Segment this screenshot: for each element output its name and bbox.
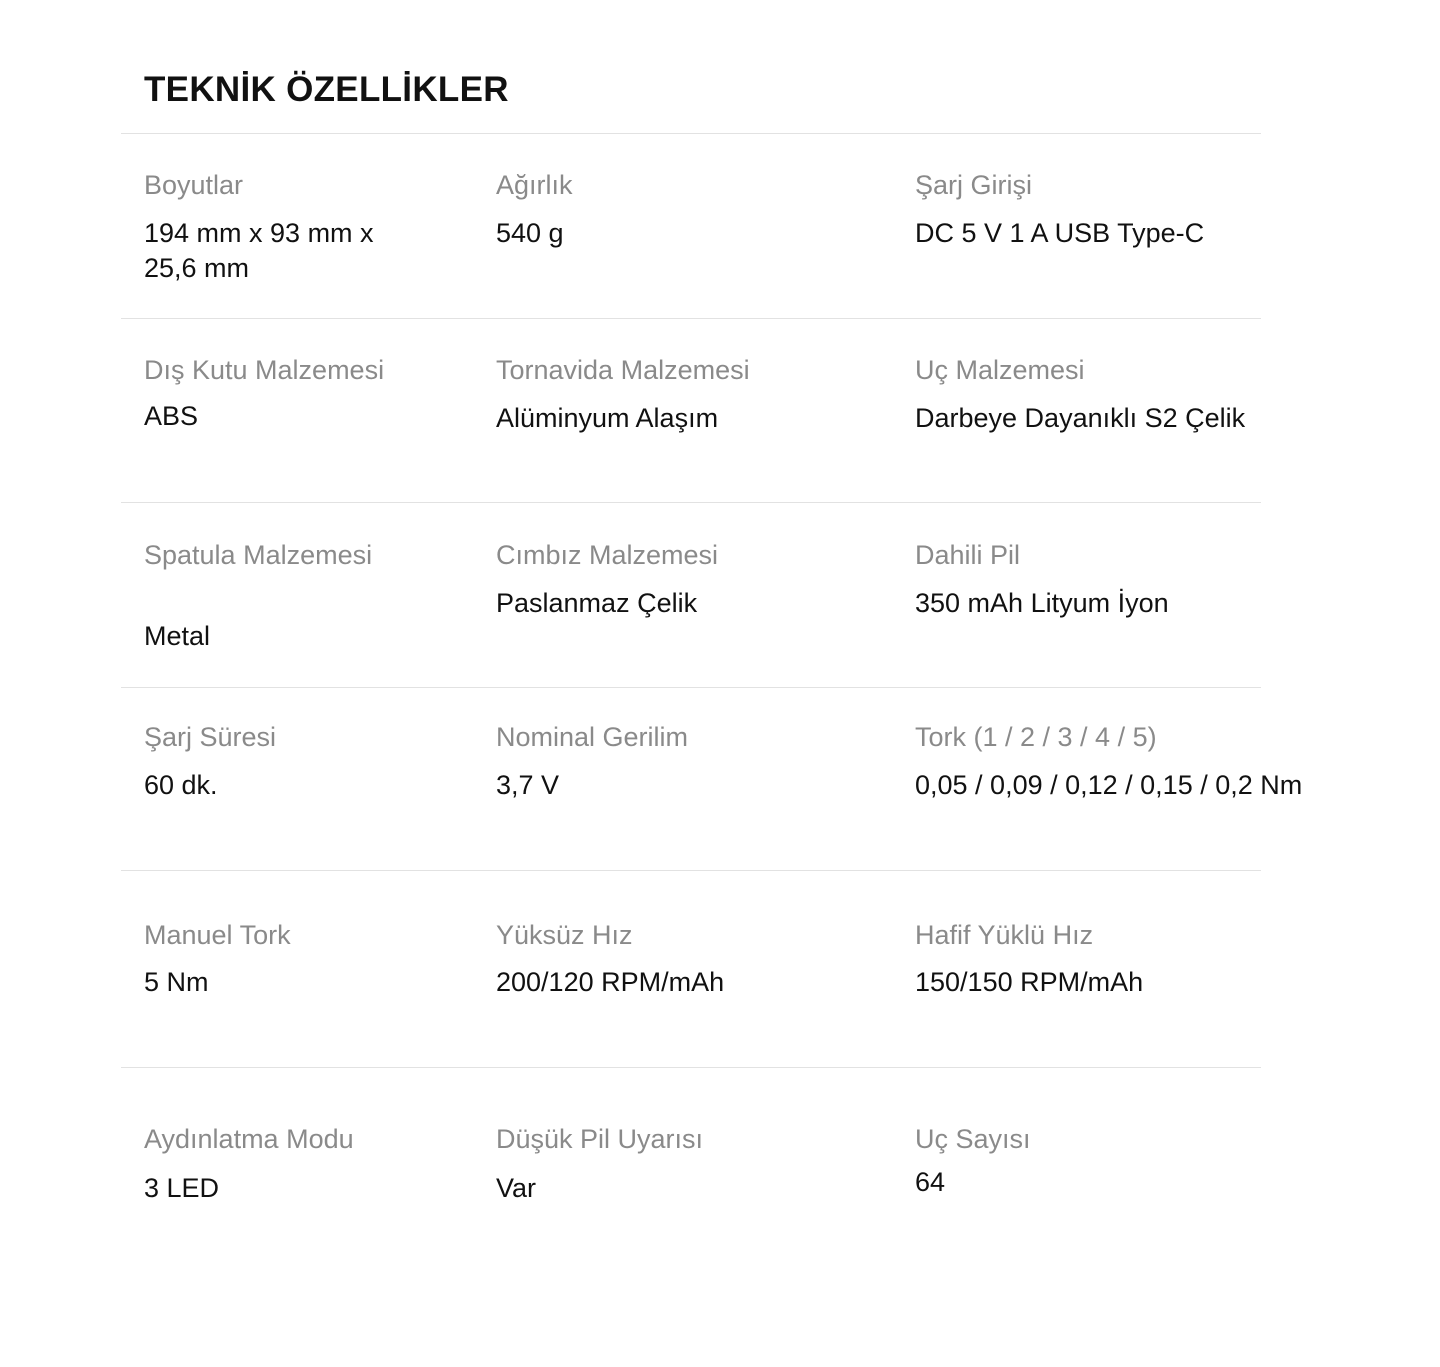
spec-label: Aydınlatma Modu	[144, 1124, 354, 1154]
spec-value: 64	[915, 1167, 946, 1197]
spec-value: Var	[496, 1173, 537, 1203]
spec-value: 0,05 / 0,09 / 0,12 / 0,15 / 0,2 Nm	[915, 770, 1303, 800]
spec-label: Düşük Pil Uyarısı	[496, 1124, 704, 1154]
spec-label: Hafif Yüklü Hız	[915, 920, 1094, 950]
spec-value: 3 LED	[144, 1173, 220, 1203]
spec-label: Dış Kutu Malzemesi	[144, 355, 385, 385]
spec-label: Manuel Tork	[144, 920, 291, 950]
divider	[121, 133, 1261, 134]
spec-label: Şarj Girişi	[915, 170, 1033, 200]
spec-label: Cımbız Malzemesi	[496, 540, 719, 570]
spec-value: 200/120 RPM/mAh	[496, 967, 725, 997]
spec-value: Alüminyum Alaşım	[496, 403, 719, 433]
spec-value: Paslanmaz Çelik	[496, 588, 698, 618]
spec-value: 150/150 RPM/mAh	[915, 967, 1144, 997]
spec-label: Tornavida Malzemesi	[496, 355, 750, 385]
page-title: TEKNİK ÖZELLİKLER	[144, 70, 509, 109]
spec-label: Yüksüz Hız	[496, 920, 633, 950]
spec-label: Uç Malzemesi	[915, 355, 1085, 385]
spec-value: ABS	[144, 401, 199, 431]
spec-value: 3,7 V	[496, 770, 560, 800]
spec-value: Metal	[144, 621, 211, 651]
spec-label: Ağırlık	[496, 170, 573, 200]
spec-value: 5 Nm	[144, 967, 209, 997]
divider	[121, 1067, 1261, 1068]
spec-label: Şarj Süresi	[144, 722, 277, 752]
spec-label: Dahili Pil	[915, 540, 1021, 570]
divider	[121, 318, 1261, 319]
spec-label: Spatula Malzemesi	[144, 540, 373, 570]
divider	[121, 502, 1261, 503]
spec-label: Boyutlar	[144, 170, 244, 200]
spec-value: 194 mm x 93 mm x 25,6 mm	[144, 218, 374, 283]
divider	[121, 870, 1261, 871]
divider	[121, 687, 1261, 688]
spec-value: 540 g	[496, 218, 564, 248]
spec-value: 60 dk.	[144, 770, 218, 800]
spec-label: Tork (1 / 2 / 3 / 4 / 5)	[915, 722, 1157, 752]
spec-value: DC 5 V 1 A USB Type-C	[915, 218, 1205, 248]
spec-value: 350 mAh Lityum İyon	[915, 588, 1169, 618]
spec-value: Darbeye Dayanıklı S2 Çelik	[915, 403, 1246, 433]
spec-label: Uç Sayısı	[915, 1124, 1031, 1154]
spec-label: Nominal Gerilim	[496, 722, 689, 752]
